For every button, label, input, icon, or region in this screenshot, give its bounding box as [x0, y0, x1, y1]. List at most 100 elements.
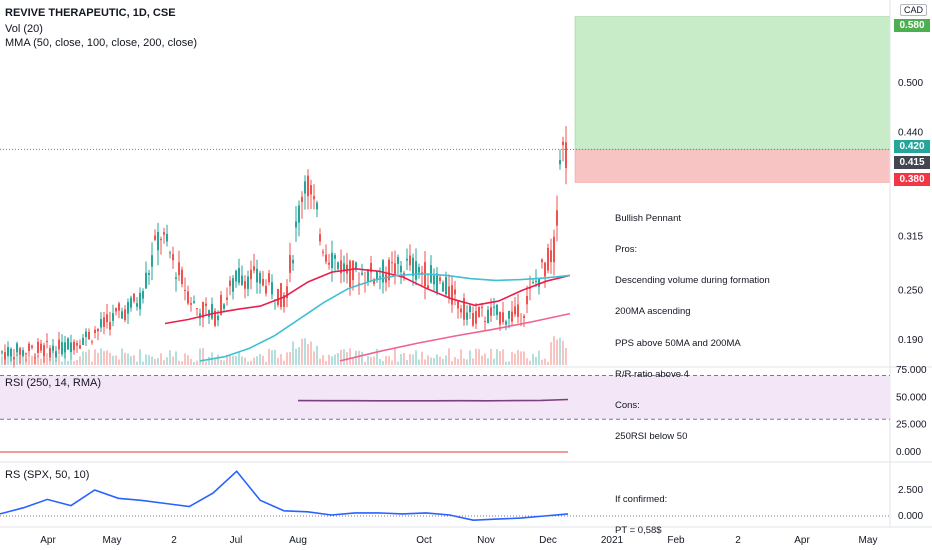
candle-body [133, 293, 135, 302]
volume-bar [469, 350, 471, 365]
x-tick-label: 2 [171, 535, 177, 546]
candle-body [145, 272, 147, 289]
volume-bar [517, 350, 519, 365]
note-line: PT = 0,58$ [615, 524, 662, 536]
volume-bar [277, 357, 279, 365]
candle-body [355, 262, 357, 270]
volume-bar [37, 355, 39, 365]
volume-bar [319, 358, 321, 365]
candle-body [19, 348, 21, 356]
volume-bar [73, 361, 75, 365]
x-tick-label: Apr [794, 535, 810, 546]
candle-body [91, 341, 93, 343]
candle-body [535, 280, 537, 282]
candle-body [388, 259, 390, 281]
candle-body [7, 347, 9, 356]
candle-body [259, 272, 261, 284]
volume-bar [262, 355, 264, 365]
candle-body [163, 232, 165, 235]
candle-body [412, 257, 414, 276]
volume-bar [427, 355, 429, 365]
volume-bar [529, 360, 531, 365]
candle-body [442, 282, 444, 292]
candle-body [247, 276, 249, 289]
price-tick-label: 0.500 [898, 78, 923, 89]
volume-bar [535, 356, 537, 365]
candle-body [118, 303, 120, 311]
ma200-line [339, 312, 571, 362]
candle-body [208, 310, 210, 317]
volume-bar [25, 358, 27, 365]
volume-bar [310, 341, 312, 365]
candle-body [292, 259, 294, 264]
candle-body [10, 348, 12, 357]
volume-bar [226, 354, 228, 365]
candle-body [325, 254, 327, 262]
volume-bar [274, 349, 276, 365]
candle-body [190, 303, 192, 305]
candle-body [361, 272, 363, 275]
volume-bar [487, 358, 489, 365]
price-tick-label: 0.250 [898, 285, 923, 296]
entry-price-badge: 0.420 [894, 140, 930, 153]
candle-body [172, 254, 174, 261]
volume-bar [67, 360, 69, 365]
target-price-badge: 0.580 [894, 19, 930, 32]
volume-bar [49, 358, 51, 365]
x-tick-label: Oct [416, 535, 432, 546]
volume-bar [109, 352, 111, 365]
candle-body [511, 311, 513, 322]
currency-tag[interactable]: CAD [900, 4, 928, 16]
volume-bar [358, 350, 360, 365]
volume-bar [526, 358, 528, 365]
volume-bar [190, 358, 192, 365]
volume-bar [169, 350, 171, 365]
candle-body [85, 331, 87, 338]
volume-bar [187, 355, 189, 365]
volume-bar [214, 357, 216, 365]
candle-body [499, 311, 501, 325]
candle-body [25, 353, 27, 355]
volume-bar [301, 338, 303, 365]
candle-body [289, 255, 291, 273]
volume-bar [349, 348, 351, 365]
candle-body [265, 285, 267, 294]
volume-bar [127, 353, 129, 365]
volume-bar [250, 360, 252, 365]
note-line: Cons: [615, 400, 640, 412]
candle-body [157, 231, 159, 251]
x-tick-label: Feb [667, 535, 685, 546]
candle-body [31, 345, 33, 348]
candle-body [469, 305, 471, 313]
candle-body [409, 255, 411, 266]
candle-body [484, 321, 486, 323]
volume-bar [352, 358, 354, 365]
volume-bar [76, 360, 78, 365]
volume-bar [217, 354, 219, 365]
volume-bar [499, 351, 501, 365]
volume-bar [46, 353, 48, 365]
rs-tick-label: 2.500 [898, 485, 923, 496]
candle-body [64, 342, 66, 353]
volume-bar [166, 357, 168, 365]
volume-bar [343, 349, 345, 365]
volume-bar [208, 356, 210, 365]
note-line [615, 464, 770, 474]
candle-body [139, 292, 141, 310]
x-tick-label: May [859, 535, 878, 546]
volume-bar [448, 348, 450, 365]
volume-bar [415, 350, 417, 365]
volume-bar [403, 353, 405, 365]
candle-body [565, 142, 567, 169]
candle-body [478, 306, 480, 317]
volume-bar [85, 351, 87, 365]
volume-bar [430, 357, 432, 365]
candle-body [406, 258, 408, 261]
candle-body [502, 312, 504, 323]
candle-body [400, 265, 402, 273]
volume-bar [7, 355, 9, 365]
stop-zone [574, 149, 891, 183]
volume-bar [10, 355, 12, 365]
volume-bar [553, 336, 555, 365]
